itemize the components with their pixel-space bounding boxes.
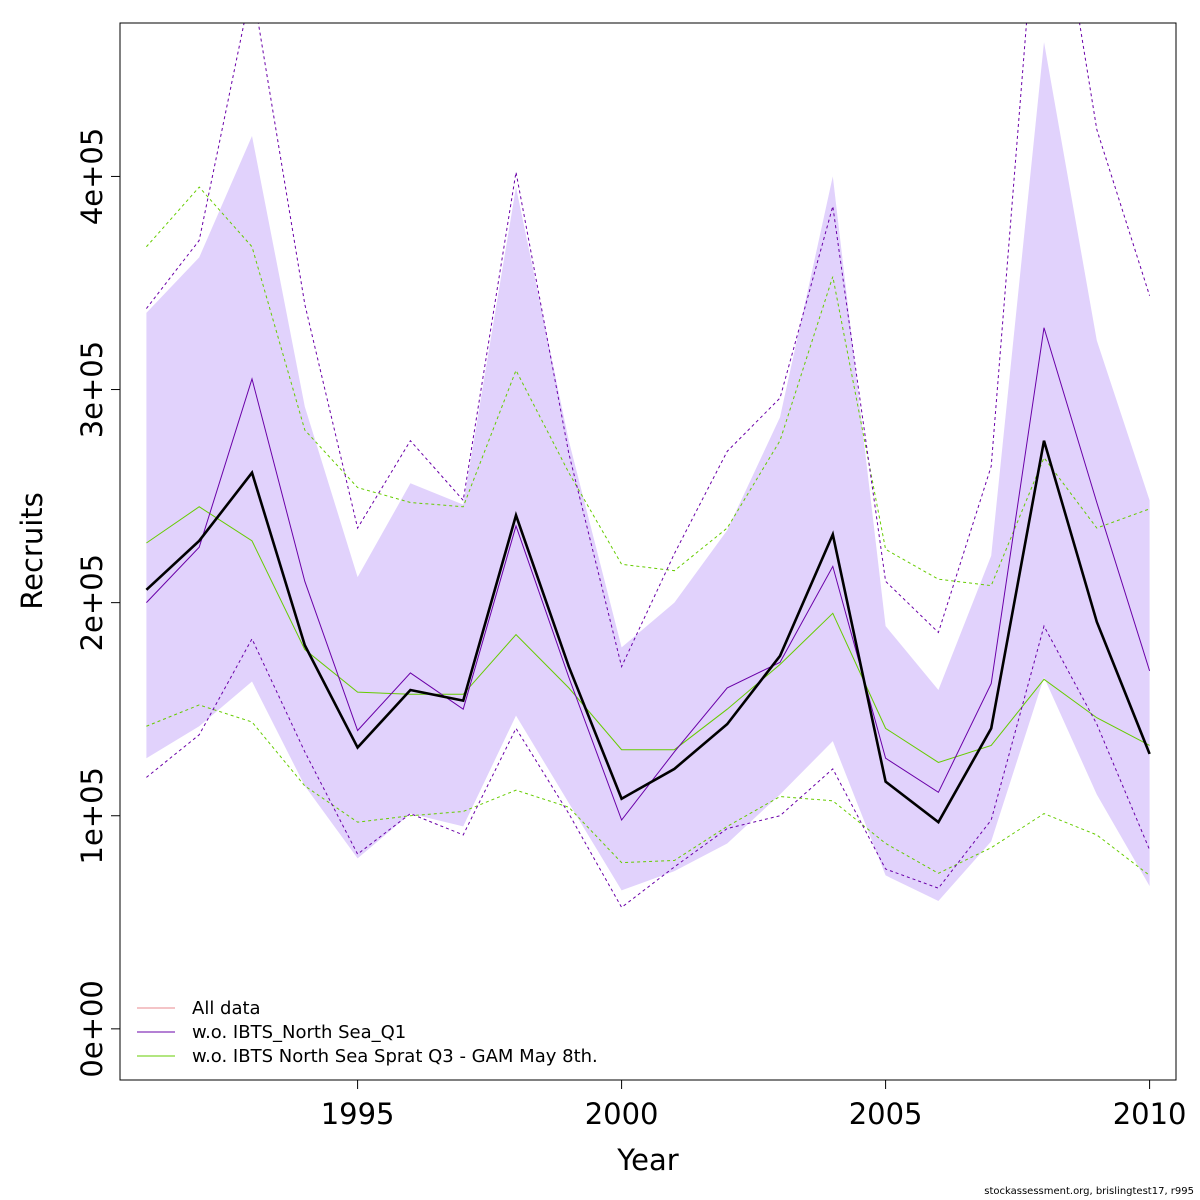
x-tick-label-1995: 1995 (321, 1097, 395, 1131)
footer-credit: stockassessment.org, brislingtest17, r99… (984, 1186, 1194, 1197)
y-axis-title: Recruits (15, 492, 49, 609)
y-tick-label-1: 1e+05 (75, 767, 109, 865)
confidence-band (146, 42, 1150, 901)
legend-label-0: All data (192, 998, 261, 1019)
y-axis: 0e+00 1e+05 2e+05 3e+05 4e+05 (75, 128, 121, 1078)
x-tick-label-2000: 2000 (585, 1097, 659, 1131)
x-tick-label-2005: 2005 (849, 1097, 923, 1131)
y-tick-label-4: 4e+05 (75, 128, 109, 226)
legend-label-1: w.o. IBTS_North Sea_Q1 (192, 1022, 406, 1043)
y-tick-label-0: 0e+00 (75, 980, 109, 1078)
x-tick-label-2010: 2010 (1113, 1097, 1187, 1131)
x-axis-title: Year (616, 1143, 678, 1177)
x-axis: 1995 2000 2005 2010 (321, 1079, 1187, 1131)
y-tick-label-3: 3e+05 (75, 341, 109, 439)
series-2-lower-line (146, 704, 1150, 876)
all-data-estimate-line (145, 440, 1151, 825)
legend-label-2: w.o. IBTS North Sea Sprat Q3 - GAM May 8… (192, 1046, 598, 1067)
series-1-estimate-line (146, 327, 1151, 822)
y-tick-label-2: 2e+05 (75, 554, 109, 652)
plot-area (145, 23, 1151, 909)
series-1-lower-line (146, 624, 1151, 909)
series-1-upper-line (146, 23, 1151, 669)
series-2-estimate-line (146, 506, 1150, 764)
legend: All data w.o. IBTS_North Sea_Q1 w.o. IBTS … (137, 998, 598, 1067)
series-2-upper-line (146, 186, 1150, 587)
